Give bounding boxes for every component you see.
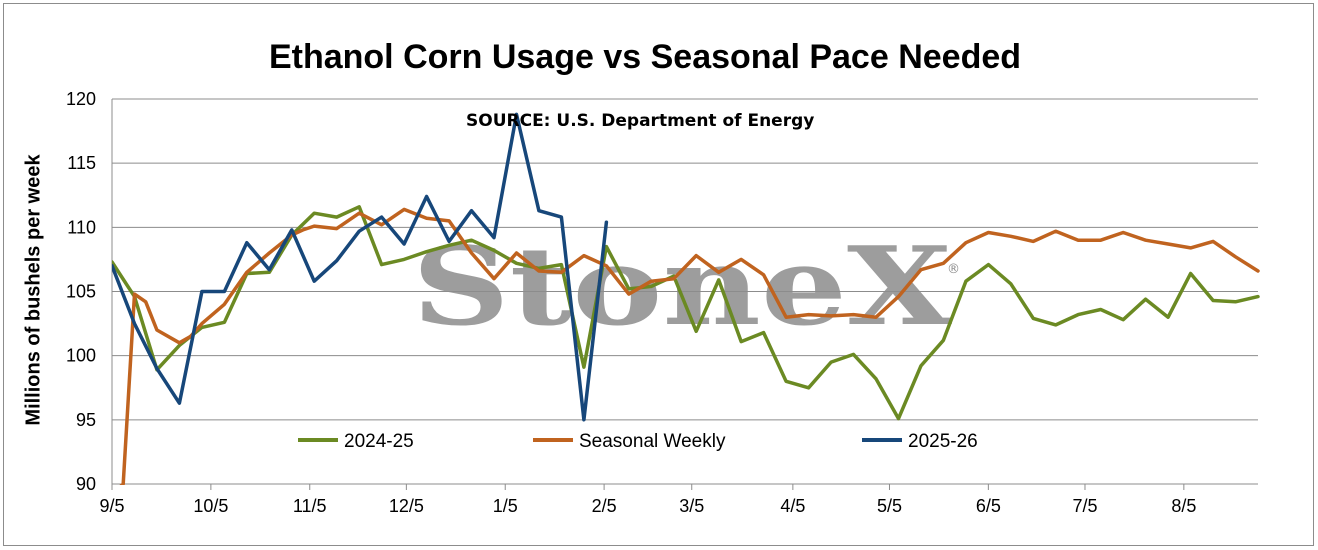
- x-tick-8-5: 8/5: [1171, 496, 1196, 516]
- legend-label-2025-26: 2025-26: [908, 431, 978, 452]
- legend-label-2024-25: 2024-25: [344, 431, 414, 452]
- series-line-seasonal-weekly: [119, 207, 1260, 485]
- y-tick-95: 95: [76, 410, 96, 430]
- chart-frame: [3, 3, 1314, 546]
- x-tick-7-5: 7/5: [1072, 496, 1097, 516]
- x-tick-labels: 9/5 10/5 11/5 12/5 1/5 2/5 3/5 4/5 5/5 6/5 7/5 8/5: [99, 484, 1196, 516]
- y-tick-labels: 90 95 100 105 110 115 120: [66, 89, 96, 494]
- source-note: SOURCE: U.S. Department of Energy: [466, 111, 815, 131]
- y-tick-90: 90: [76, 474, 96, 494]
- x-tick-3-5: 3/5: [679, 496, 704, 516]
- series-line-2025-26: [112, 112, 609, 422]
- axes: [111, 99, 1258, 485]
- x-tick-11-5: 11/5: [293, 496, 327, 516]
- x-tick-1-5: 1/5: [493, 496, 518, 516]
- y-tick-120: 120: [66, 89, 96, 109]
- legend: 2024-25 Seasonal Weekly 2025-26: [298, 431, 978, 452]
- gridlines: [112, 98, 1258, 421]
- series-line-2024-25: [112, 205, 1260, 421]
- y-tick-100: 100: [66, 346, 96, 366]
- x-tick-2-5: 2/5: [592, 496, 617, 516]
- x-tick-9-5: 9/5: [99, 496, 124, 516]
- y-tick-110: 110: [67, 217, 96, 237]
- series-lines: [112, 112, 1260, 485]
- y-tick-115: 115: [67, 153, 96, 173]
- chart-title: Ethanol Corn Usage vs Seasonal Pace Need…: [268, 38, 1022, 76]
- watermark-text: StoneX: [412, 224, 952, 350]
- x-tick-10-5: 10/5: [193, 496, 228, 516]
- watermark-registered-mark: ®: [947, 262, 960, 277]
- stonex-watermark: StoneX ®: [412, 224, 960, 350]
- x-tick-4-5: 4/5: [780, 496, 805, 516]
- x-tick-5-5: 5/5: [877, 496, 902, 516]
- y-tick-105: 105: [66, 282, 96, 302]
- legend-label-seasonal-weekly: Seasonal Weekly: [579, 431, 726, 452]
- x-tick-12-5: 12/5: [389, 496, 424, 516]
- x-tick-6-5: 6/5: [976, 496, 1001, 516]
